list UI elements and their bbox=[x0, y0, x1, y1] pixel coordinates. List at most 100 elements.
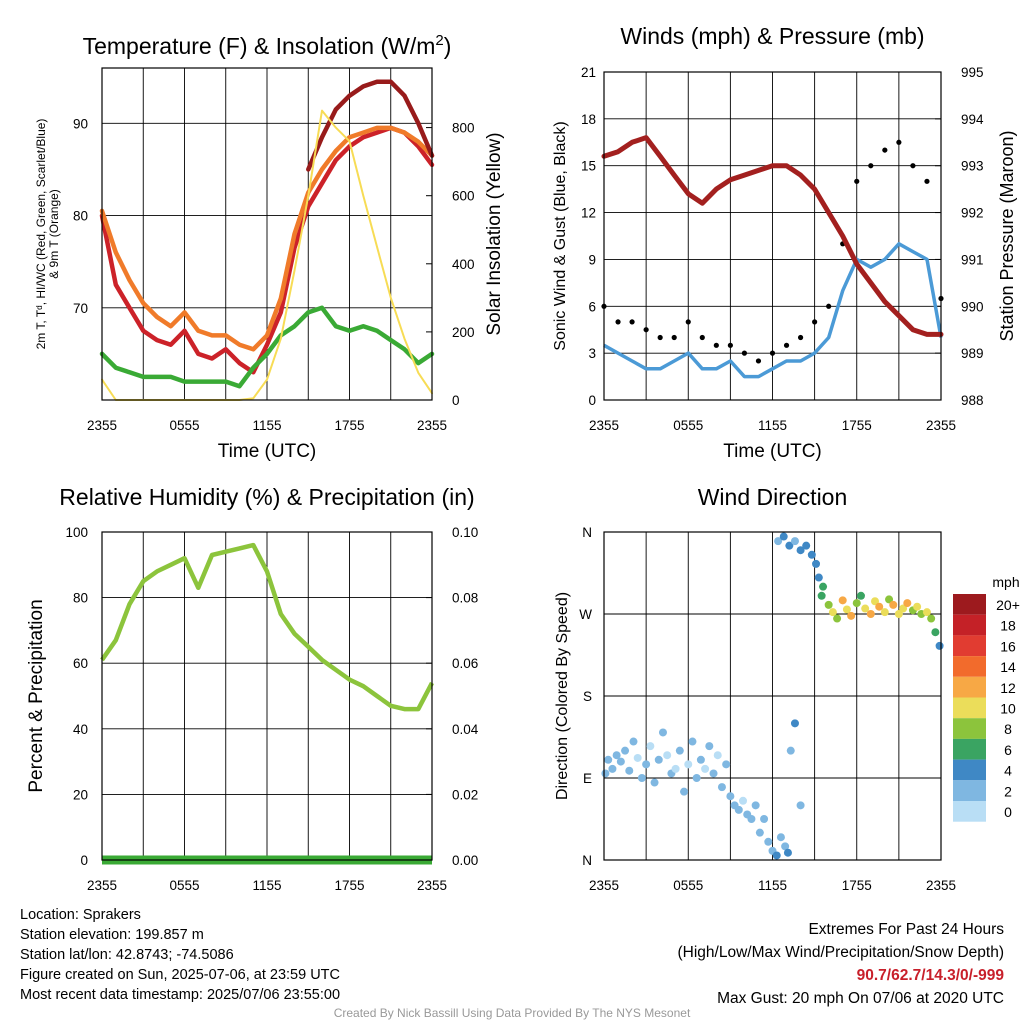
y2-tick-label: 990 bbox=[961, 299, 984, 314]
panel-title: Wind Direction bbox=[698, 484, 848, 510]
station-location: Location: Sprakers bbox=[20, 907, 141, 923]
x-tick-label: 1755 bbox=[842, 878, 872, 893]
direction-point bbox=[621, 746, 630, 755]
y-axis-label-line2: & 9m T (Orange) bbox=[47, 189, 61, 279]
direction-point bbox=[779, 532, 788, 541]
direction-point bbox=[861, 604, 870, 613]
y2-tick-label: 0.00 bbox=[452, 853, 478, 868]
x-axis-label: Time (UTC) bbox=[218, 441, 317, 462]
direction-point bbox=[781, 842, 790, 851]
extremes-panel: Extremes For Past 24 Hours (High/Low/Max… bbox=[678, 918, 1005, 1010]
direction-point bbox=[726, 792, 735, 801]
gust-point bbox=[671, 334, 677, 341]
legend-label: 20+ bbox=[996, 597, 1020, 613]
direction-point bbox=[899, 604, 908, 613]
plot-frame bbox=[101, 531, 433, 861]
y-tick-label: 40 bbox=[73, 722, 88, 737]
x-tick-label: 2355 bbox=[417, 878, 447, 893]
panel-title: Winds (mph) & Pressure (mb) bbox=[620, 23, 924, 49]
x-tick-label: 2355 bbox=[589, 418, 619, 433]
speed-legend: mph 20+ 18 16 14 12 10 8 6 4 2 0 bbox=[953, 574, 1020, 822]
direction-point bbox=[796, 801, 805, 810]
gust-point bbox=[769, 350, 776, 356]
legend-label: 10 bbox=[1000, 701, 1016, 717]
direction-point bbox=[705, 742, 714, 751]
legend-swatch bbox=[953, 759, 986, 781]
y2-tick-label: 400 bbox=[452, 257, 475, 272]
gust-point bbox=[643, 327, 649, 333]
x-tick-label: 1155 bbox=[758, 418, 787, 433]
y-tick-label: 90 bbox=[73, 116, 88, 131]
direction-point bbox=[684, 760, 693, 769]
direction-point bbox=[847, 611, 856, 620]
y2-tick-label: 993 bbox=[961, 159, 984, 174]
direction-point bbox=[629, 737, 638, 746]
panel-2: Winds (mph) & Pressure (mb) 2355 0555 1155 1… bbox=[552, 23, 1017, 462]
direction-point bbox=[722, 760, 731, 769]
y-tick-label: 0 bbox=[588, 393, 596, 408]
plot-frame bbox=[603, 531, 942, 861]
direction-point bbox=[885, 595, 894, 604]
y-tick-label: 80 bbox=[73, 591, 88, 606]
plot-frame bbox=[101, 67, 433, 401]
direction-point bbox=[812, 559, 821, 568]
direction-point bbox=[783, 848, 792, 857]
gust-point bbox=[783, 342, 790, 348]
gust-point bbox=[713, 342, 719, 348]
direction-point bbox=[828, 608, 837, 617]
y-tick-label: 6 bbox=[588, 299, 596, 314]
gust-point bbox=[699, 334, 705, 341]
direction-point bbox=[642, 760, 651, 769]
y-tick-label: 3 bbox=[588, 346, 596, 361]
y2-tick-label: 600 bbox=[452, 189, 475, 204]
x-tick-label: 1755 bbox=[334, 878, 364, 893]
direction-point bbox=[688, 737, 697, 746]
series-9m-t bbox=[99, 125, 435, 352]
x-tick-label: 1755 bbox=[334, 418, 364, 433]
direction-point bbox=[856, 591, 865, 600]
direction-point bbox=[734, 805, 743, 814]
y2-tick-label: 989 bbox=[961, 346, 984, 361]
x-tick-label: 1155 bbox=[252, 418, 281, 433]
series-relative-humidity bbox=[100, 542, 434, 712]
x-tick-label: 1755 bbox=[842, 418, 872, 433]
direction-point bbox=[814, 573, 823, 582]
gust-point bbox=[727, 342, 733, 348]
direction-point bbox=[903, 599, 912, 608]
direction-point bbox=[747, 815, 756, 823]
series-sonic-wind bbox=[603, 242, 943, 379]
extremes-title: Extremes For Past 24 Hours bbox=[808, 921, 1004, 938]
y-tick-label: 9 bbox=[588, 252, 596, 267]
y2-axis-label: Solar Insolation (Yellow) bbox=[484, 132, 505, 335]
direction-point bbox=[927, 614, 936, 623]
direction-point bbox=[802, 541, 811, 550]
y-tick-label: 100 bbox=[65, 525, 88, 540]
y-tick-label: 21 bbox=[581, 65, 596, 80]
legend-swatch bbox=[953, 718, 986, 739]
gust-point bbox=[615, 319, 621, 325]
gust-point bbox=[629, 319, 635, 325]
direction-point bbox=[616, 757, 625, 766]
legend-label: 2 bbox=[1004, 783, 1012, 799]
x-tick-label: 1155 bbox=[252, 878, 281, 893]
x-tick-label: 2355 bbox=[87, 878, 117, 893]
direction-point bbox=[894, 610, 903, 618]
direction-point bbox=[675, 746, 684, 755]
direction-point bbox=[696, 755, 705, 764]
y-tick-label: 20 bbox=[73, 787, 88, 802]
direction-point bbox=[935, 641, 944, 650]
y-tick-label: S bbox=[583, 689, 592, 704]
series-hi-wc bbox=[306, 79, 435, 172]
direction-point bbox=[671, 764, 680, 773]
y-tick-label: 70 bbox=[73, 301, 88, 316]
x-tick-label: 0555 bbox=[169, 878, 199, 893]
panel-title: Relative Humidity (%) & Precipitation (i… bbox=[59, 484, 474, 510]
legend-swatch bbox=[953, 594, 986, 615]
x-tick-label: 1155 bbox=[758, 878, 787, 893]
direction-point bbox=[717, 783, 726, 792]
x-tick-label: 2355 bbox=[417, 418, 447, 433]
y-tick-label: 12 bbox=[581, 206, 596, 221]
y-axis-label: Direction (Colored By Speed) bbox=[554, 592, 571, 800]
station-elevation: Station elevation: 199.857 m bbox=[20, 927, 204, 943]
